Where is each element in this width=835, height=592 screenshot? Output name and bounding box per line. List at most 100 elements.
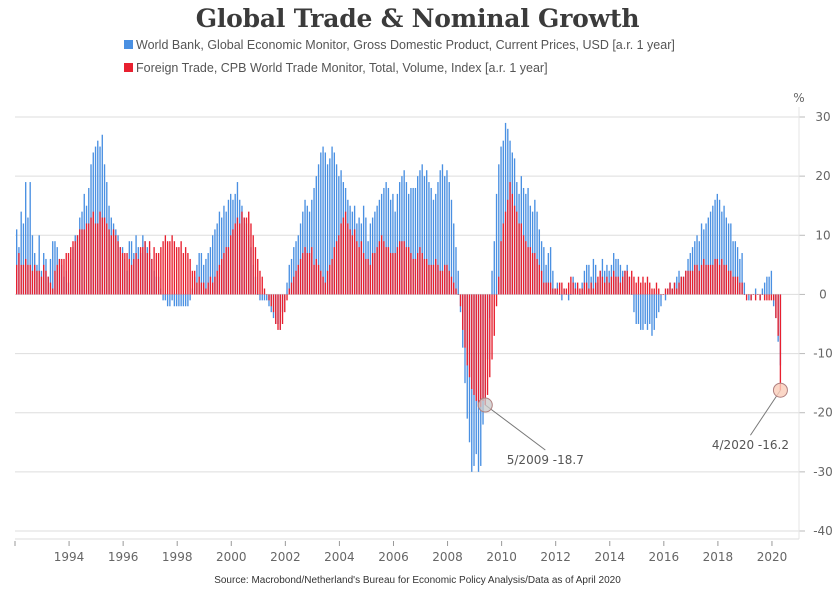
bar-trade (707, 264, 709, 295)
bar-trade (631, 270, 633, 295)
bar-trade (579, 288, 581, 295)
bar-trade (644, 282, 646, 295)
bar-gdp (196, 264, 198, 295)
bar-gdp (498, 164, 500, 295)
bar-trade (513, 205, 516, 295)
bar-trade (119, 247, 121, 295)
bar-gdp (741, 253, 743, 295)
bar-gdp (430, 187, 432, 295)
bar-trade (81, 229, 83, 295)
bar-trade (534, 253, 536, 295)
bar-gdp (649, 294, 651, 324)
bar-trade (498, 276, 500, 295)
bar-trade (502, 223, 504, 295)
bar-trade (374, 253, 376, 295)
bar-trade (27, 264, 29, 295)
bar-trade (590, 282, 592, 295)
bar-trade (640, 282, 642, 295)
bar-trade (88, 223, 90, 295)
bar-trade (752, 294, 755, 295)
bar-trade (673, 282, 676, 295)
bar-trade (676, 288, 678, 295)
bar-trade (54, 270, 56, 295)
bar-gdp (592, 258, 595, 295)
bar-gdp (527, 187, 529, 295)
bar-trade (430, 264, 432, 295)
bar-trade (63, 258, 65, 295)
bar-trade (70, 247, 72, 295)
bar-gdp (664, 294, 667, 301)
bar-trade (36, 270, 38, 295)
bar-gdp (549, 247, 552, 295)
bar-trade (444, 264, 446, 295)
bar-trade (349, 229, 351, 295)
bar-trade (491, 294, 493, 360)
bar-trade (613, 270, 615, 295)
bar-gdp (732, 241, 734, 295)
bar-trade (175, 247, 178, 295)
bar-trade (450, 276, 453, 295)
bar-trade (61, 258, 63, 295)
bar-gdp (25, 182, 27, 295)
bar-gdp (631, 294, 633, 295)
bar-trade (257, 258, 259, 295)
bar-gdp (317, 164, 320, 295)
bar-trade (317, 264, 320, 295)
bar-trade (635, 282, 637, 295)
bar-trade (151, 258, 153, 295)
y-axis-unit-label: % (793, 91, 804, 105)
bar-gdp (547, 253, 550, 295)
bar-trade (687, 270, 689, 295)
bar-trade (212, 282, 214, 295)
bar-gdp (450, 199, 453, 295)
bar-trade (385, 247, 387, 295)
bar-gdp (426, 170, 428, 295)
bar-trade (606, 276, 608, 295)
bar-gdp (640, 294, 642, 330)
bar-gdp (257, 294, 259, 295)
bar-gdp (534, 199, 536, 295)
bar-trade (144, 241, 146, 295)
bar-trade (608, 282, 610, 295)
bar-trade (545, 282, 547, 295)
bar-trade (74, 241, 76, 295)
bar-gdp (49, 258, 52, 295)
bar-gdp (558, 294, 561, 295)
bar-gdp (398, 182, 401, 295)
bar-trade (529, 247, 532, 295)
bar-trade (714, 258, 716, 295)
bar-trade (489, 294, 491, 378)
bar-trade (518, 223, 520, 295)
bar-gdp (205, 258, 207, 295)
bar-trade (426, 258, 428, 295)
bar-gdp (169, 294, 171, 307)
bar-trade (477, 294, 480, 407)
bar-trade (763, 294, 766, 301)
chart-title: Global Trade & Nominal Growth (195, 4, 640, 33)
bar-trade (304, 247, 306, 295)
x-tick-label: 2008 (432, 550, 463, 564)
bar-gdp (567, 294, 570, 301)
bar-gdp (164, 294, 167, 301)
bar-gdp (392, 193, 394, 295)
bar-trade (511, 193, 513, 295)
bar-trade (721, 258, 723, 295)
x-tick-label: 2014 (594, 550, 625, 564)
bar-trade (678, 282, 680, 295)
bar-trade (757, 294, 759, 295)
bar-trade (739, 282, 741, 295)
bar-trade (200, 282, 203, 295)
bar-gdp (495, 193, 498, 295)
bar-trade (649, 282, 651, 295)
annotation-marker (772, 382, 788, 398)
bar-trade (685, 270, 687, 295)
bar-gdp (712, 205, 714, 295)
bar-gdp (173, 294, 176, 307)
bar-gdp (676, 276, 678, 295)
bar-trade (230, 235, 232, 295)
bar-gdp (714, 199, 716, 295)
bar-trade (112, 229, 115, 295)
y-tick-label: 10 (815, 228, 830, 242)
bar-trade (525, 241, 527, 295)
bar-trade (626, 270, 628, 295)
